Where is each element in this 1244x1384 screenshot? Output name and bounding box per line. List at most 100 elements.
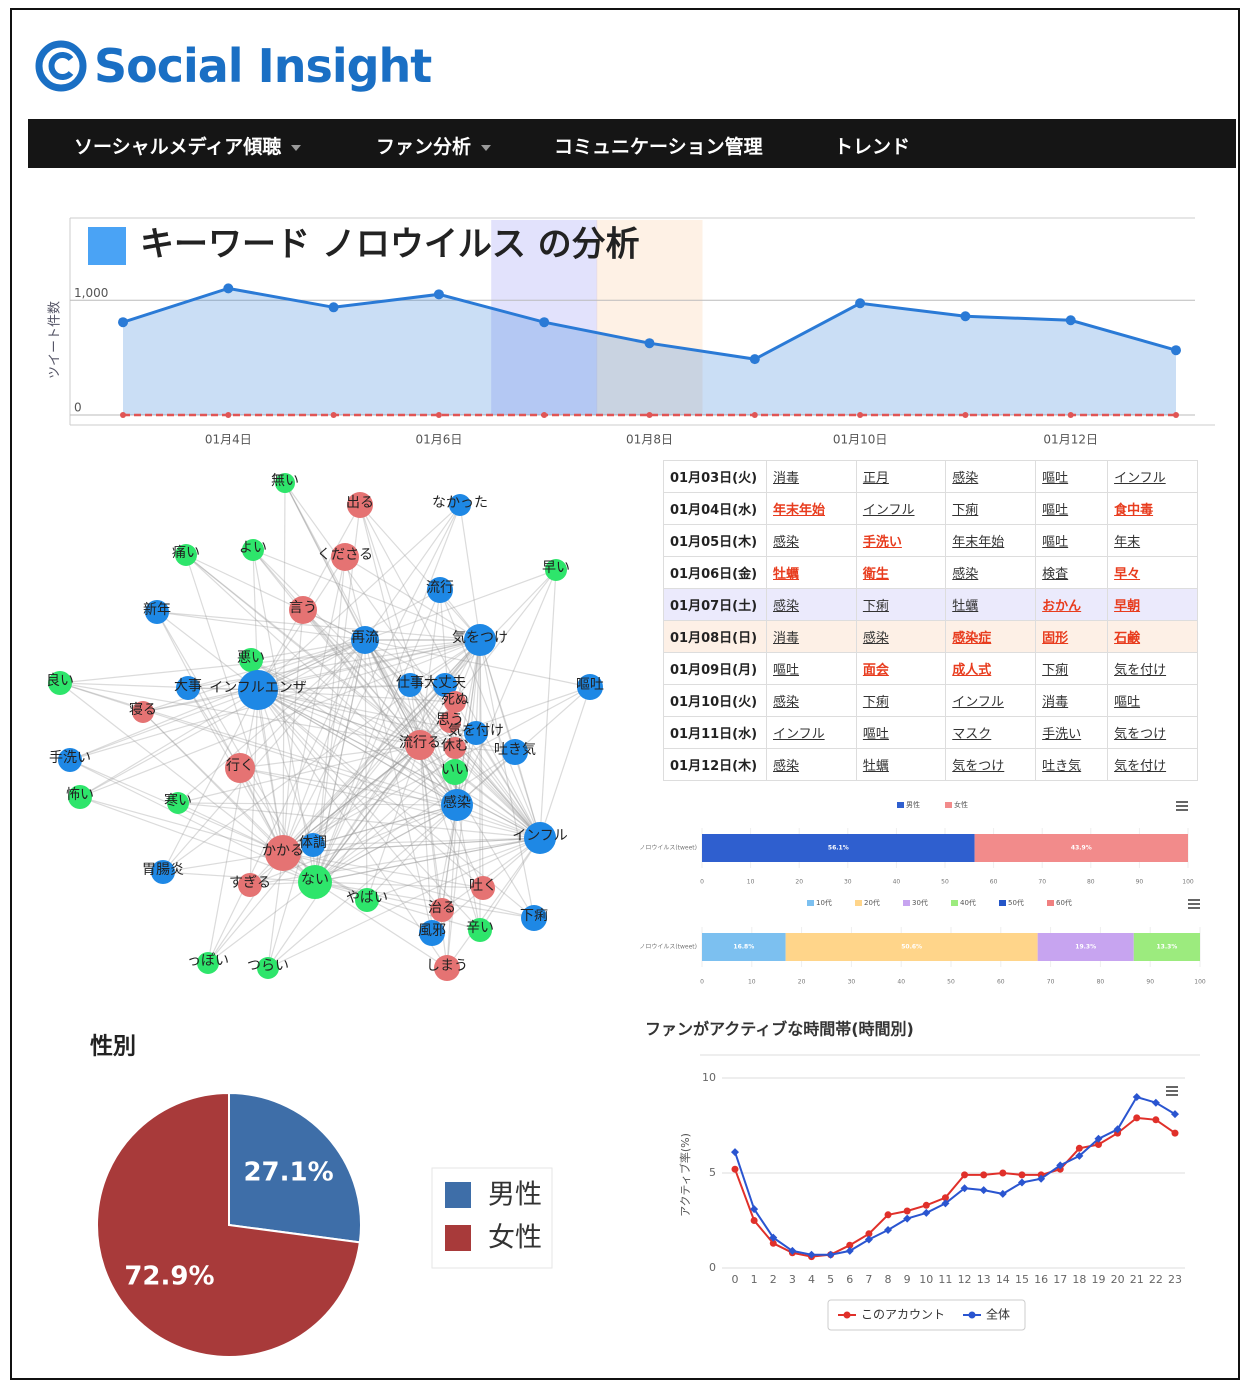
point — [1132, 1093, 1141, 1101]
table-cell[interactable]: 感染 — [766, 748, 857, 781]
table-cell[interactable]: 検査 — [1035, 556, 1109, 589]
legend-swatch — [1047, 900, 1054, 906]
table-cell[interactable]: 固形 — [1035, 620, 1109, 653]
table-cell[interactable]: 感染 — [766, 588, 857, 621]
y-tick-label: 0 — [74, 401, 82, 415]
x-tick-label: 16 — [1034, 1273, 1048, 1286]
point — [962, 412, 969, 418]
table-cell[interactable]: 吐き気 — [1035, 748, 1109, 781]
table-cell[interactable]: インフル — [855, 492, 947, 525]
x-tick-label: 01月12日 — [1043, 433, 1098, 447]
network-label: 言う — [289, 600, 317, 616]
network-edge — [344, 556, 481, 641]
nav-item[interactable]: トレンド — [834, 132, 910, 159]
network-edge — [282, 837, 541, 854]
table-cell[interactable]: 早々 — [1107, 556, 1198, 589]
table-cell[interactable]: 下痢 — [1035, 652, 1109, 685]
table-cell[interactable]: 成人式 — [945, 652, 1037, 685]
network-edge — [257, 689, 458, 806]
network-edge — [267, 639, 366, 969]
table-cell[interactable]: 消毒 — [1035, 684, 1109, 717]
table-cell[interactable]: 感染 — [766, 524, 857, 557]
table-cell[interactable]: 牡蠣 — [855, 748, 947, 781]
network-edge — [177, 802, 284, 854]
table-cell[interactable]: 年末 — [1107, 524, 1198, 557]
table-cell[interactable]: 感染 — [945, 460, 1037, 493]
network-edge — [284, 482, 421, 746]
legend-swatch — [951, 900, 958, 906]
network-edge — [257, 684, 411, 691]
table-cell[interactable]: 年末年始 — [945, 524, 1037, 557]
legend-label: 女性 — [954, 800, 968, 809]
point — [541, 412, 548, 418]
x-tick-label: 3 — [789, 1273, 796, 1286]
table-cell[interactable]: 年末年始 — [766, 492, 857, 525]
network-edge — [185, 554, 458, 806]
menu-icon — [1176, 809, 1188, 811]
logo[interactable]: Social Insight — [34, 36, 432, 96]
point — [961, 1171, 969, 1179]
table-cell[interactable]: インフル — [766, 716, 857, 749]
table-cell[interactable]: 感染 — [855, 620, 947, 653]
point — [864, 1235, 873, 1244]
table-cell[interactable]: 気をつけ — [945, 748, 1037, 781]
network-label: 早い — [542, 560, 570, 576]
table-cell[interactable]: 石鹸 — [1107, 620, 1198, 653]
table-cell[interactable]: 早朝 — [1107, 588, 1198, 621]
table-cell[interactable]: インフル — [945, 684, 1037, 717]
table-cell[interactable]: 消毒 — [766, 460, 857, 493]
network-node — [398, 673, 422, 697]
network-node — [197, 952, 219, 974]
bar-segment — [974, 834, 1188, 862]
menu-icon — [1176, 805, 1188, 807]
table-cell[interactable]: 正月 — [855, 460, 947, 493]
table-cell[interactable]: 手洗い — [1035, 716, 1109, 749]
nav-item[interactable]: ファン分析 — [376, 132, 492, 159]
table-cell[interactable]: 下痢 — [945, 492, 1037, 525]
point — [435, 412, 442, 418]
table-cell[interactable]: インフル — [1107, 460, 1198, 493]
table-cell[interactable]: 嘔吐 — [1035, 524, 1109, 557]
table-cell[interactable]: 感染 — [766, 684, 857, 717]
network-edge — [59, 682, 458, 806]
network-edge — [257, 689, 421, 746]
table-cell[interactable]: 嘔吐 — [1035, 460, 1109, 493]
point — [855, 298, 866, 309]
table-cell[interactable]: おかん — [1035, 588, 1109, 621]
table-cell[interactable]: 下痢 — [855, 588, 947, 621]
table-cell[interactable]: 牡蠣 — [945, 588, 1037, 621]
x-tick-label: 20 — [798, 979, 806, 986]
network-edge — [479, 639, 541, 839]
bar-label: 19.3% — [1075, 944, 1096, 951]
x-tick-label: 17 — [1053, 1273, 1067, 1286]
table-cell[interactable]: 気を付け — [1107, 652, 1198, 685]
table-cell[interactable]: 牡蠣 — [766, 556, 857, 589]
table-cell: 01月10日(火) — [663, 684, 767, 717]
table-cell[interactable]: 感染症 — [945, 620, 1037, 653]
table-cell[interactable]: 嘔吐 — [1107, 684, 1198, 717]
table-cell[interactable]: 衛生 — [855, 556, 947, 589]
table-cell[interactable]: 消毒 — [766, 620, 857, 653]
point — [922, 1201, 930, 1209]
table-cell[interactable]: 嘔吐 — [855, 716, 947, 749]
x-tick-label: 60 — [990, 879, 998, 886]
y-tick-label: 10 — [702, 1071, 716, 1084]
network-edge — [185, 554, 421, 746]
table-cell[interactable]: 嘔吐 — [1035, 492, 1109, 525]
table-cell[interactable]: 手洗い — [855, 524, 947, 557]
nav-item[interactable]: ソーシャルメディア傾聴 — [74, 132, 302, 159]
network-node — [521, 905, 547, 931]
table-cell[interactable]: 面会 — [855, 652, 947, 685]
nav-item[interactable]: コミュニケーション管理 — [554, 132, 763, 159]
table-cell[interactable]: 感染 — [945, 556, 1037, 589]
table-cell[interactable]: 気をつけ — [1107, 716, 1198, 749]
network-node — [48, 671, 72, 695]
table-cell[interactable]: マスク — [945, 716, 1037, 749]
table-cell[interactable]: 気を付け — [1107, 748, 1198, 781]
table-cell[interactable]: 食中毒 — [1107, 492, 1198, 525]
table-cell: 01月03日(火) — [663, 460, 767, 493]
network-edge — [257, 689, 284, 854]
table-cell[interactable]: 下痢 — [855, 684, 947, 717]
table-cell[interactable]: 嘔吐 — [766, 652, 857, 685]
network-edge — [250, 659, 541, 839]
